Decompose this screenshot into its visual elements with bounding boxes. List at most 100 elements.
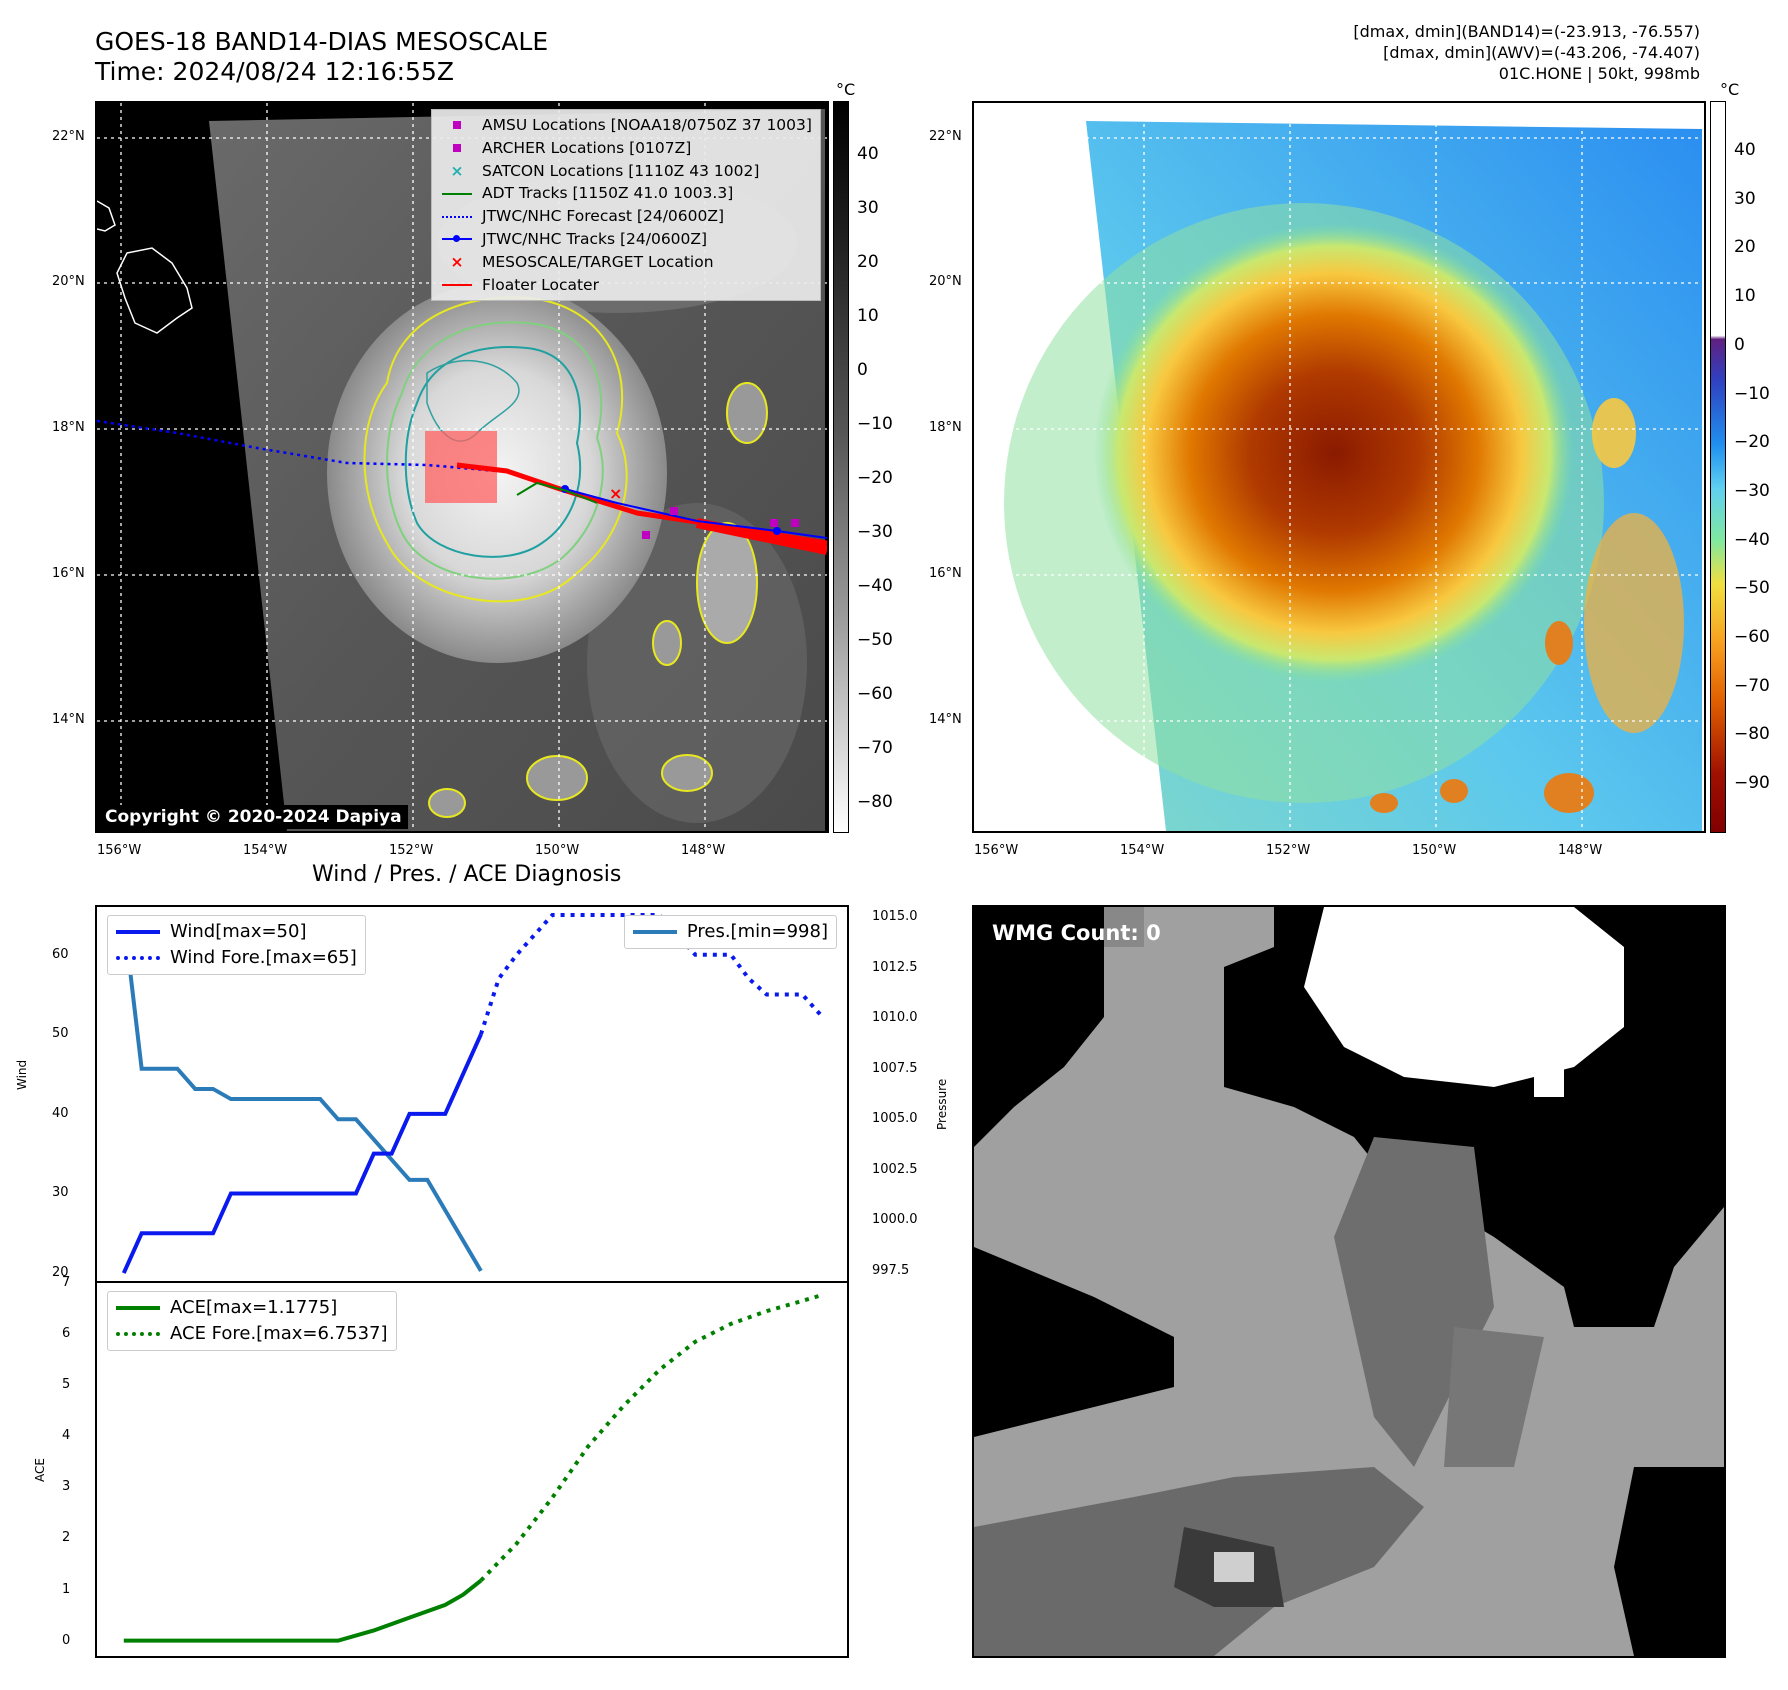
info-line1: [dmax, dmin](BAND14)=(-23.913, -76.557) <box>1353 22 1700 41</box>
grayscale-satellite-map: × AMSU Locations [NOAA18/0750Z 37 1003] … <box>95 101 829 833</box>
color-map-svg <box>974 103 1704 831</box>
wind-series <box>121 1033 483 1274</box>
pressure-tick: 1010.0 <box>872 1010 918 1026</box>
pressure-tick: 1007.5 <box>872 1060 918 1076</box>
colorbar-tick: 10 <box>1734 286 1756 307</box>
pressure-legend-label: Pres.[min=998] <box>686 921 828 942</box>
amsu-marker <box>642 531 650 539</box>
pressure-tick: 997.5 <box>872 1262 910 1278</box>
lon-label: 150°W <box>535 843 580 858</box>
colorbar-tick: −10 <box>857 414 893 434</box>
colorbar-tick: 20 <box>1734 237 1756 258</box>
ace-legend-label: ACE[max=1.1775] <box>170 1297 338 1318</box>
lon-label: 154°W <box>1120 843 1165 858</box>
archer-marker <box>670 507 678 515</box>
info-line2: [dmax, dmin](AWV)=(-43.206, -74.407) <box>1383 43 1700 62</box>
colorbar-tick: −60 <box>857 684 893 704</box>
pressure-series <box>121 916 483 1272</box>
wind-chart-title: Wind / Pres. / ACE Diagnosis <box>312 862 622 887</box>
pressure-tick: 1000.0 <box>872 1212 918 1228</box>
colorbar-tick: 30 <box>1734 188 1756 209</box>
legend-item: ADT Tracks [1150Z 41.0 1003.3] <box>440 182 812 205</box>
ace-tick: 7 <box>62 1275 71 1290</box>
colorbar-tick: −40 <box>857 576 893 596</box>
lon-label: 148°W <box>681 843 726 858</box>
legend-item: Floater Locater <box>440 274 812 297</box>
wind-tick: 50 <box>52 1026 69 1042</box>
pressure-legend: Pres.[min=998] <box>623 915 837 949</box>
ace-tick: 4 <box>62 1428 71 1444</box>
lon-label: 154°W <box>243 843 288 858</box>
wmg-panel: WMG Count: 0 <box>972 905 1726 1658</box>
colorbar-tick: −30 <box>1734 480 1770 501</box>
island-outline <box>116 247 193 334</box>
colorbar-tick: −60 <box>1734 627 1770 647</box>
colorbar-tick: −90 <box>1734 773 1770 794</box>
wind-pressure-svg <box>121 912 822 1274</box>
ace-tick: 3 <box>62 1479 71 1495</box>
wind-legend-label: Wind[max=50] <box>170 921 307 942</box>
lon-label: 156°W <box>974 843 1019 858</box>
legend-item: × MESOSCALE/TARGET Location <box>450 252 714 271</box>
ace-axis-label: ACE <box>33 1458 47 1482</box>
legend-item: ARCHER Locations [0107Z] <box>440 137 812 160</box>
pressure-tick: 1005.0 <box>872 1111 918 1127</box>
pressure-tick: 1002.5 <box>872 1161 918 1177</box>
wind-pressure-chart: Wind[max=50] Wind Fore.[max=65] Pres.[mi… <box>95 905 849 1283</box>
colorbar-tick: 20 <box>857 252 879 272</box>
lat-label: 20°N <box>52 274 85 289</box>
info-line3: 01C.HONE | 50kt, 998mb <box>1498 64 1700 83</box>
colorbar-tick: −80 <box>857 792 893 812</box>
ace-series <box>123 1578 483 1643</box>
wmg-count-label: WMG Count: 0 <box>992 921 1161 945</box>
map-legend: AMSU Locations [NOAA18/0750Z 37 1003] AR… <box>431 109 821 302</box>
color-colorbar <box>1710 101 1726 833</box>
ace-legend: ACE[max=1.1775] ACE Fore.[max=6.7537] <box>107 1291 397 1351</box>
wind-tick: 40 <box>52 1105 69 1121</box>
colorbar-tick: 10 <box>857 306 879 326</box>
lat-label: 14°N <box>52 712 85 727</box>
ace-tick: 2 <box>62 1530 71 1546</box>
pressure-tick: 1015.0 <box>872 909 918 925</box>
ace-forecast-series <box>479 1293 821 1582</box>
ace-tick: 0 <box>62 1632 71 1648</box>
legend-item: AMSU Locations [NOAA18/0750Z 37 1003] <box>440 114 812 137</box>
gray-colorbar-unit: °C <box>836 80 856 99</box>
wind-tick: 20 <box>52 1265 69 1281</box>
gray-colorbar <box>833 101 849 833</box>
ace-tick: 1 <box>62 1581 71 1597</box>
colorbar-tick: 30 <box>857 198 879 218</box>
ace-tick: 5 <box>62 1377 71 1393</box>
colorbar-tick: 0 <box>857 360 868 380</box>
colorbar-tick: −30 <box>857 522 893 542</box>
lon-label: 152°W <box>1266 843 1311 858</box>
colorbar-tick: −50 <box>1734 578 1770 599</box>
colorbar-tick: −10 <box>1734 383 1770 404</box>
lon-label: 156°W <box>97 843 142 858</box>
copyright-label: Copyright © 2020-2024 Dapiya <box>99 805 408 829</box>
lat-label: 16°N <box>52 566 85 581</box>
ace-chart: ACE[max=1.1775] ACE Fore.[max=6.7537] <box>95 1281 849 1658</box>
lat-label: 16°N <box>929 566 962 581</box>
color-satellite-map <box>972 101 1706 833</box>
wind-fore-legend-label: Wind Fore.[max=65] <box>170 947 357 968</box>
lat-label: 18°N <box>929 420 962 435</box>
colorbar-tick: −20 <box>1734 432 1770 453</box>
ace-tick: 6 <box>62 1326 71 1342</box>
colorbar-tick: −70 <box>1734 675 1770 696</box>
lon-label: 150°W <box>1412 843 1457 858</box>
wind-tick: 60 <box>52 946 69 962</box>
forecast-track <box>97 419 498 473</box>
wind-legend: Wind[max=50] Wind Fore.[max=65] <box>107 915 366 975</box>
wind-axis-label: Wind <box>15 1059 29 1090</box>
lat-label: 22°N <box>929 129 962 144</box>
map-title-line2: Time: 2024/08/24 12:16:55Z <box>95 57 454 86</box>
pressure-axis-label: Pressure <box>935 1078 949 1130</box>
colorbar-tick: −50 <box>857 630 893 650</box>
mesoscale-marker: × <box>609 484 622 503</box>
lon-label: 148°W <box>1558 843 1603 858</box>
colorbar-tick: −80 <box>1734 724 1770 745</box>
legend-item: × SATCON Locations [1110Z 43 1002] <box>450 161 760 180</box>
legend-item: JTWC/NHC Tracks [24/0600Z] <box>440 228 812 251</box>
lat-label: 22°N <box>52 129 85 144</box>
